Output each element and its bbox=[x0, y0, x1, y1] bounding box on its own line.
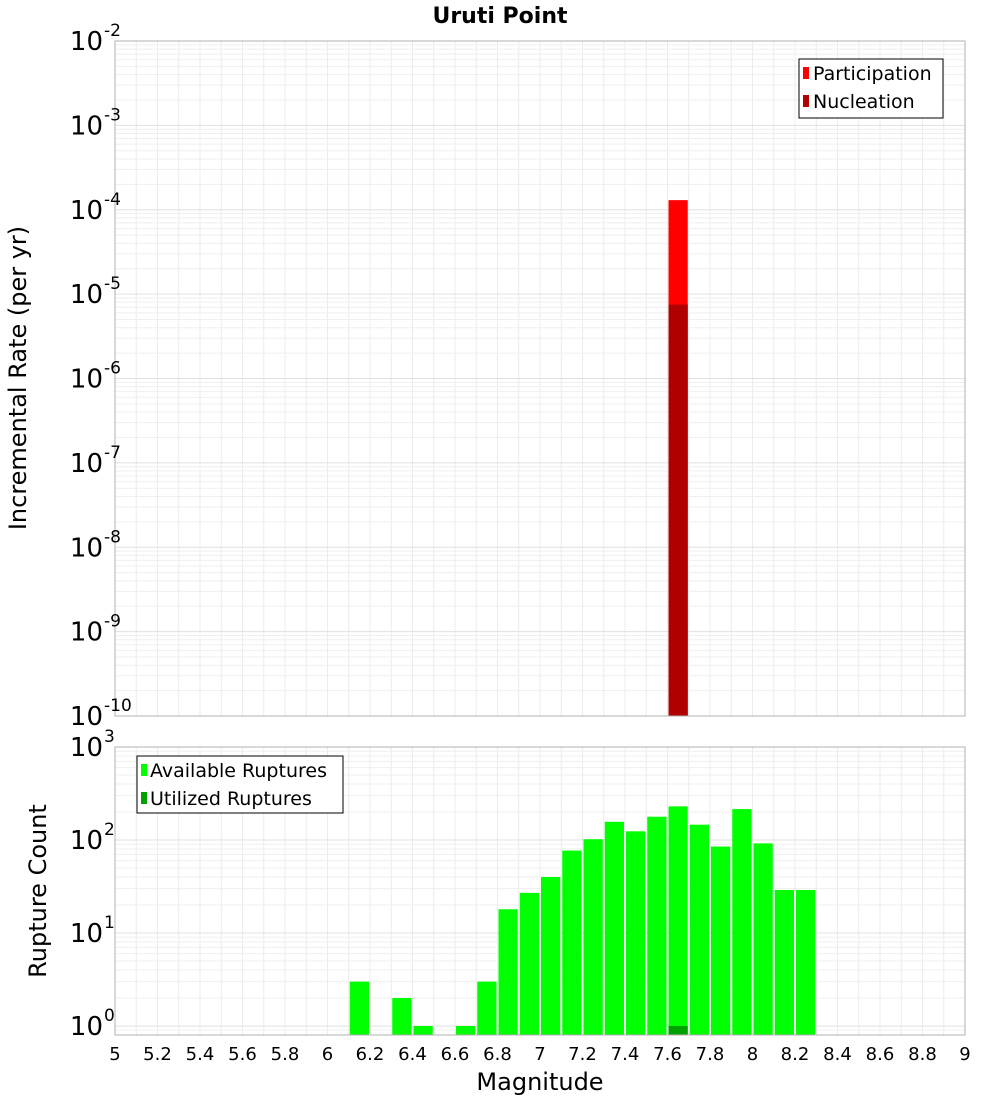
x-axis-title: Magnitude bbox=[476, 1068, 603, 1096]
x-tick-label: 5.6 bbox=[228, 1044, 257, 1065]
legend-swatch-utilized bbox=[141, 792, 147, 804]
bottom-y-tick-exponent: 3 bbox=[104, 727, 115, 747]
bottom-legend: Available Ruptures Utilized Ruptures bbox=[136, 755, 344, 814]
top-y-tick-label: 10 bbox=[70, 280, 103, 310]
x-tick-label: 5.2 bbox=[143, 1044, 172, 1065]
bottom-bar-available-ruptures bbox=[413, 1025, 433, 1035]
top-y-tick-exponent: -6 bbox=[104, 359, 121, 379]
legend-label-participation: Participation bbox=[813, 63, 932, 85]
bottom-bar-utilized-ruptures bbox=[668, 1025, 688, 1035]
top-y-tick-exponent: -3 bbox=[104, 105, 121, 125]
x-tick-label: 6.8 bbox=[483, 1044, 512, 1065]
top-y-axis-title: Incremental Rate (per yr) bbox=[4, 226, 32, 530]
x-tick-label: 8.4 bbox=[823, 1044, 852, 1065]
legend-label-available: Available Ruptures bbox=[150, 760, 327, 782]
bottom-y-tick-exponent: 0 bbox=[104, 1006, 115, 1026]
bottom-bar-available-ruptures bbox=[456, 1025, 476, 1035]
top-legend: Participation Nucleation bbox=[798, 58, 944, 119]
top-legend-box bbox=[798, 58, 944, 119]
x-tick-label: 6 bbox=[322, 1044, 333, 1065]
bottom-bar-available-ruptures bbox=[477, 981, 497, 1035]
x-tick-label: 8 bbox=[747, 1044, 758, 1065]
top-bar-nucleation bbox=[668, 304, 688, 716]
bottom-bar-available-ruptures bbox=[519, 892, 539, 1035]
bottom-y-tick-label: 10 bbox=[70, 1012, 103, 1042]
top-y-tick-label: 10 bbox=[70, 702, 103, 732]
x-tick-label: 7.4 bbox=[611, 1044, 640, 1065]
chart-title: Uruti Point bbox=[432, 4, 568, 29]
x-tick-label: 5.4 bbox=[186, 1044, 215, 1065]
bottom-bar-available-ruptures bbox=[732, 809, 752, 1035]
bottom-bar-available-ruptures bbox=[541, 877, 561, 1035]
top-y-tick-exponent: -8 bbox=[104, 527, 121, 547]
top-y-tick-exponent: -4 bbox=[104, 190, 121, 210]
top-y-tick-exponent: -7 bbox=[104, 443, 121, 463]
top-y-tick-label: 10 bbox=[70, 533, 103, 563]
bottom-bar-available-ruptures bbox=[689, 824, 709, 1035]
x-tick-label: 8.6 bbox=[866, 1044, 895, 1065]
top-y-tick-exponent: -9 bbox=[104, 612, 121, 632]
bottom-bar-available-ruptures bbox=[583, 839, 603, 1035]
bottom-bar-available-ruptures bbox=[647, 816, 667, 1035]
x-tick-label: 7 bbox=[534, 1044, 545, 1065]
bottom-legend-box bbox=[136, 755, 344, 814]
bottom-bar-available-ruptures bbox=[626, 831, 646, 1035]
bottom-y-tick-label: 10 bbox=[70, 826, 103, 856]
x-tick-label: 8.8 bbox=[908, 1044, 937, 1065]
x-tick-label: 5 bbox=[109, 1044, 120, 1065]
x-tick-label: 8.2 bbox=[781, 1044, 810, 1065]
bottom-bar-available-ruptures bbox=[498, 909, 518, 1035]
legend-swatch-participation bbox=[803, 67, 809, 79]
x-tick-label: 7.6 bbox=[653, 1044, 682, 1065]
top-y-tick-label: 10 bbox=[70, 365, 103, 395]
bottom-bar-available-ruptures bbox=[753, 843, 773, 1035]
top-y-tick-exponent: -2 bbox=[104, 21, 121, 41]
bottom-plot-frame bbox=[114, 746, 966, 1036]
bottom-y-tick-label: 10 bbox=[70, 733, 103, 763]
x-tick-label: 7.8 bbox=[696, 1044, 725, 1065]
bottom-bar-available-ruptures bbox=[349, 981, 369, 1035]
top-y-tick-label: 10 bbox=[70, 27, 103, 57]
legend-swatch-available bbox=[141, 764, 147, 776]
bottom-bar-available-ruptures bbox=[668, 806, 688, 1035]
bottom-bar-available-ruptures bbox=[392, 997, 412, 1035]
top-y-tick-label: 10 bbox=[70, 618, 103, 648]
top-y-tick-label: 10 bbox=[70, 449, 103, 479]
bottom-y-axis-title: Rupture Count bbox=[24, 804, 52, 978]
top-grid bbox=[114, 41, 966, 717]
top-y-tick-exponent: -5 bbox=[104, 274, 121, 294]
top-bars bbox=[668, 200, 688, 716]
x-tick-label: 6.2 bbox=[356, 1044, 385, 1065]
legend-label-utilized: Utilized Ruptures bbox=[150, 788, 312, 810]
bottom-y-tick-label: 10 bbox=[70, 919, 103, 949]
bottom-bar-available-ruptures bbox=[604, 821, 624, 1035]
x-tick-label: 6.6 bbox=[441, 1044, 470, 1065]
x-tick-label: 9 bbox=[959, 1044, 970, 1065]
x-tick-labels: 5 5.2 5.4 5.6 5.8 6 6.2 6.4 6.6 6.8 7 7.2 7.4 7.6 7.8 8… bbox=[109, 1044, 970, 1065]
x-tick-label: 6.4 bbox=[398, 1044, 427, 1065]
bottom-bar-available-ruptures bbox=[796, 889, 816, 1035]
top-y-tick-exponent: -10 bbox=[104, 696, 132, 716]
bottom-bar-available-ruptures bbox=[774, 889, 794, 1035]
top-y-tick-label: 10 bbox=[70, 111, 103, 141]
top-plot-frame bbox=[114, 40, 966, 717]
legend-swatch-nucleation bbox=[803, 95, 809, 107]
bottom-y-tick-exponent: 2 bbox=[104, 820, 115, 840]
bottom-bar-available-ruptures bbox=[711, 846, 731, 1035]
bottom-bars bbox=[349, 806, 816, 1035]
bottom-bar-available-ruptures bbox=[562, 850, 582, 1035]
x-tick-label: 7.2 bbox=[568, 1044, 597, 1065]
x-tick-label: 5.8 bbox=[271, 1044, 300, 1065]
legend-label-nucleation: Nucleation bbox=[813, 91, 915, 113]
top-y-tick-label: 10 bbox=[70, 196, 103, 226]
bottom-y-tick-exponent: 1 bbox=[104, 913, 115, 933]
